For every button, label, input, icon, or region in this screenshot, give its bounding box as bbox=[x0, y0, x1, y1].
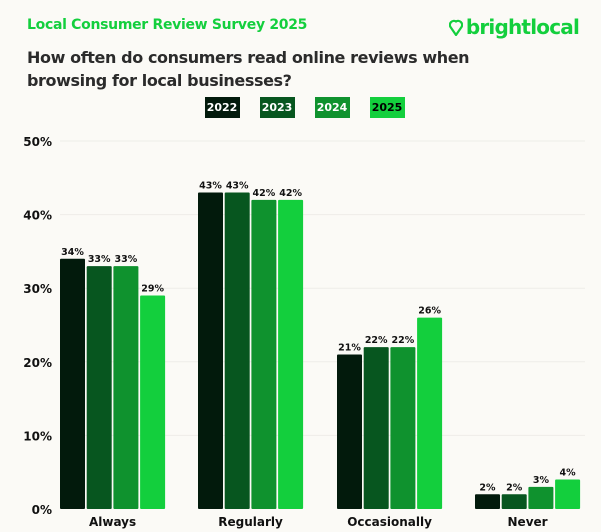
y-tick-label: 50% bbox=[23, 135, 52, 149]
brightlocal-logo: brightlocal bbox=[448, 15, 580, 39]
data-label: 34% bbox=[61, 247, 84, 258]
logo-text: brightlocal bbox=[465, 15, 580, 39]
data-label: 22% bbox=[365, 335, 388, 346]
y-tick-label: 40% bbox=[23, 209, 52, 223]
data-label: 29% bbox=[141, 284, 164, 295]
data-label: 2% bbox=[506, 482, 523, 493]
data-label: 43% bbox=[199, 181, 222, 192]
data-label: 22% bbox=[392, 335, 415, 346]
bar-occasionally-2025 bbox=[417, 317, 443, 509]
data-label: 3% bbox=[533, 475, 550, 486]
data-label: 26% bbox=[418, 306, 441, 317]
bar-occasionally-2024 bbox=[390, 347, 416, 509]
bar-occasionally-2022 bbox=[337, 354, 362, 509]
legend-item-2022: 2022 bbox=[204, 97, 240, 118]
bar-always-2023 bbox=[86, 266, 112, 509]
bar-never-2022 bbox=[475, 494, 500, 509]
legend-item-2023: 2023 bbox=[259, 97, 295, 118]
x-category-label: Occasionally bbox=[347, 515, 432, 529]
bar-regularly-2022 bbox=[198, 192, 223, 509]
y-tick-label: 0% bbox=[32, 503, 52, 517]
bar-always-2024 bbox=[113, 266, 139, 509]
survey-title: Local Consumer Review Survey 2025 bbox=[27, 17, 308, 33]
bar-occasionally-2023 bbox=[363, 347, 389, 509]
bar-always-2025 bbox=[140, 295, 166, 509]
bar-regularly-2023 bbox=[224, 192, 250, 509]
bar-never-2025 bbox=[555, 479, 581, 509]
bar-always-2022 bbox=[60, 258, 85, 509]
bar-never-2024 bbox=[528, 486, 554, 509]
location-heart-icon bbox=[448, 19, 463, 36]
chart-question: How often do consumers read online revie… bbox=[27, 48, 470, 90]
data-label: 33% bbox=[88, 254, 111, 265]
x-category-label: Always bbox=[89, 515, 136, 529]
legend: 2022 2023 2024 2025 bbox=[0, 97, 601, 118]
legend-item-2024: 2024 bbox=[314, 97, 350, 118]
data-label: 2% bbox=[479, 482, 496, 493]
data-label: 43% bbox=[226, 181, 249, 192]
y-tick-label: 30% bbox=[23, 282, 52, 296]
data-label: 33% bbox=[115, 254, 138, 265]
x-category-label: Regularly bbox=[218, 515, 283, 529]
bar-regularly-2024 bbox=[251, 199, 277, 509]
x-category-label: Never bbox=[508, 515, 548, 529]
y-tick-label: 10% bbox=[23, 429, 52, 443]
data-label: 21% bbox=[338, 342, 361, 353]
data-label: 42% bbox=[253, 188, 276, 199]
data-label: 4% bbox=[560, 468, 577, 479]
bar-never-2023 bbox=[501, 494, 527, 509]
data-label: 42% bbox=[279, 188, 302, 199]
y-tick-label: 20% bbox=[23, 356, 52, 370]
legend-item-2025: 2025 bbox=[369, 97, 405, 118]
bar-regularly-2025 bbox=[278, 199, 304, 509]
